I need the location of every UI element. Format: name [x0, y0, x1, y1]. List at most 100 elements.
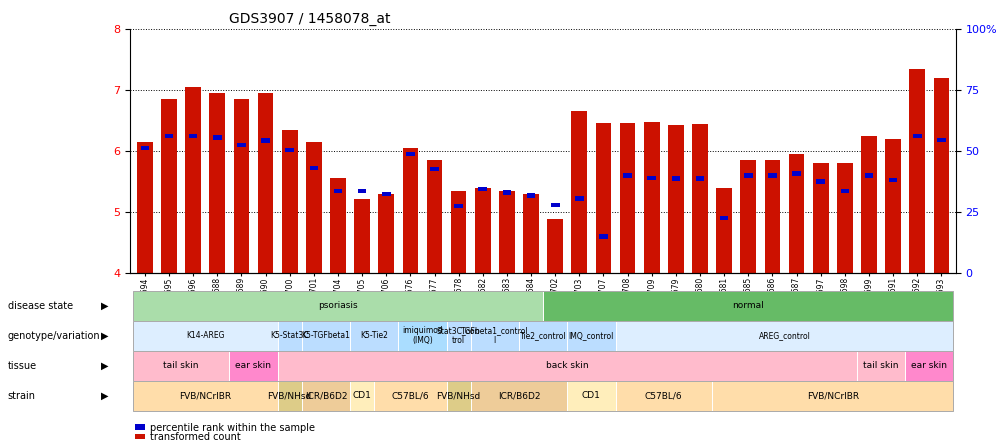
Bar	[671, 176, 679, 181]
Text: ▶: ▶	[100, 361, 108, 371]
Text: K5-Stat3C: K5-Stat3C	[271, 331, 309, 340]
Bar	[450, 190, 466, 273]
Text: FVB/NHsd: FVB/NHsd	[268, 391, 312, 400]
Text: tissue: tissue	[8, 361, 37, 371]
Text: ▶: ▶	[100, 391, 108, 401]
Bar	[499, 190, 514, 273]
Bar	[691, 124, 707, 273]
Bar	[430, 167, 439, 171]
Bar	[788, 154, 804, 273]
Bar	[547, 219, 562, 273]
Bar	[502, 190, 511, 194]
Bar	[715, 187, 731, 273]
Bar	[330, 178, 346, 273]
Text: ear skin: ear skin	[235, 361, 272, 370]
Bar	[382, 191, 390, 196]
Bar	[909, 68, 924, 273]
Bar	[334, 189, 342, 193]
Text: CD1: CD1	[353, 391, 371, 400]
Text: FVB/NCrIBR: FVB/NCrIBR	[806, 391, 858, 400]
Text: psoriasis: psoriasis	[318, 301, 358, 310]
Bar	[836, 163, 852, 273]
Bar	[236, 143, 245, 147]
Text: IMQ_control: IMQ_control	[568, 331, 613, 340]
Bar	[888, 178, 897, 182]
Text: percentile rank within the sample: percentile rank within the sample	[150, 423, 316, 432]
Bar	[619, 123, 635, 273]
Bar	[354, 198, 370, 273]
Bar	[402, 148, 418, 273]
Text: normal: normal	[731, 301, 764, 310]
Text: Tie2_control: Tie2_control	[519, 331, 566, 340]
Bar	[185, 87, 200, 273]
Bar	[764, 160, 780, 273]
Bar	[233, 99, 249, 273]
Bar	[137, 142, 152, 273]
Text: tail skin: tail skin	[163, 361, 198, 370]
Bar	[912, 134, 921, 138]
Bar	[595, 123, 610, 273]
Bar	[188, 134, 197, 138]
Text: ▶: ▶	[100, 301, 108, 311]
Bar	[695, 176, 703, 181]
Text: K5-Tie2: K5-Tie2	[360, 331, 388, 340]
Bar	[261, 139, 270, 143]
Bar	[282, 130, 298, 273]
Text: ear skin: ear skin	[911, 361, 946, 370]
Bar	[478, 186, 487, 191]
Bar	[598, 234, 607, 238]
Bar	[646, 176, 655, 180]
Bar	[286, 147, 294, 152]
Bar	[258, 93, 274, 273]
Bar	[161, 99, 176, 273]
Bar	[864, 173, 873, 178]
Text: FVB/NCrIBR: FVB/NCrIBR	[179, 391, 231, 400]
Text: C57BL/6: C57BL/6	[644, 391, 682, 400]
Text: C57BL/6: C57BL/6	[391, 391, 429, 400]
Text: ▶: ▶	[100, 331, 108, 341]
Bar	[426, 160, 442, 273]
Text: tail skin: tail skin	[863, 361, 898, 370]
Text: K14-AREG: K14-AREG	[185, 331, 224, 340]
Bar	[574, 196, 583, 201]
Bar	[667, 125, 683, 273]
Bar	[933, 78, 948, 273]
Text: K5-TGFbeta1: K5-TGFbeta1	[302, 331, 350, 340]
Bar	[454, 204, 463, 208]
Text: strain: strain	[8, 391, 36, 401]
Bar	[212, 135, 221, 140]
Text: disease state: disease state	[8, 301, 73, 311]
Bar	[526, 194, 535, 198]
Text: ICR/B6D2: ICR/B6D2	[305, 391, 347, 400]
Text: imiquimod
(IMQ): imiquimod (IMQ)	[402, 326, 442, 345]
Bar	[792, 171, 800, 176]
Bar	[622, 173, 631, 178]
Bar	[310, 166, 318, 170]
Text: ICR/B6D2: ICR/B6D2	[497, 391, 540, 400]
Bar	[812, 163, 828, 273]
Text: genotype/variation: genotype/variation	[8, 331, 100, 341]
Text: Stat3C_con
trol: Stat3C_con trol	[437, 326, 480, 345]
Bar	[719, 216, 727, 220]
Text: AREG_control: AREG_control	[758, 331, 810, 340]
Bar	[739, 160, 756, 273]
Bar	[743, 173, 752, 178]
Bar	[523, 194, 538, 273]
Bar	[643, 122, 659, 273]
Bar	[306, 142, 322, 273]
Text: GDS3907 / 1458078_at: GDS3907 / 1458078_at	[229, 12, 391, 27]
Bar	[816, 179, 825, 184]
Bar	[861, 136, 876, 273]
Bar	[571, 111, 586, 273]
Bar	[475, 187, 490, 273]
Bar	[164, 134, 173, 138]
Bar	[378, 194, 394, 273]
Bar	[768, 173, 776, 178]
Bar	[936, 138, 945, 142]
Bar	[209, 93, 224, 273]
Text: CD1: CD1	[581, 391, 600, 400]
Bar	[885, 139, 900, 273]
Bar	[358, 189, 366, 193]
Text: back skin: back skin	[545, 361, 588, 370]
Bar	[840, 189, 849, 193]
